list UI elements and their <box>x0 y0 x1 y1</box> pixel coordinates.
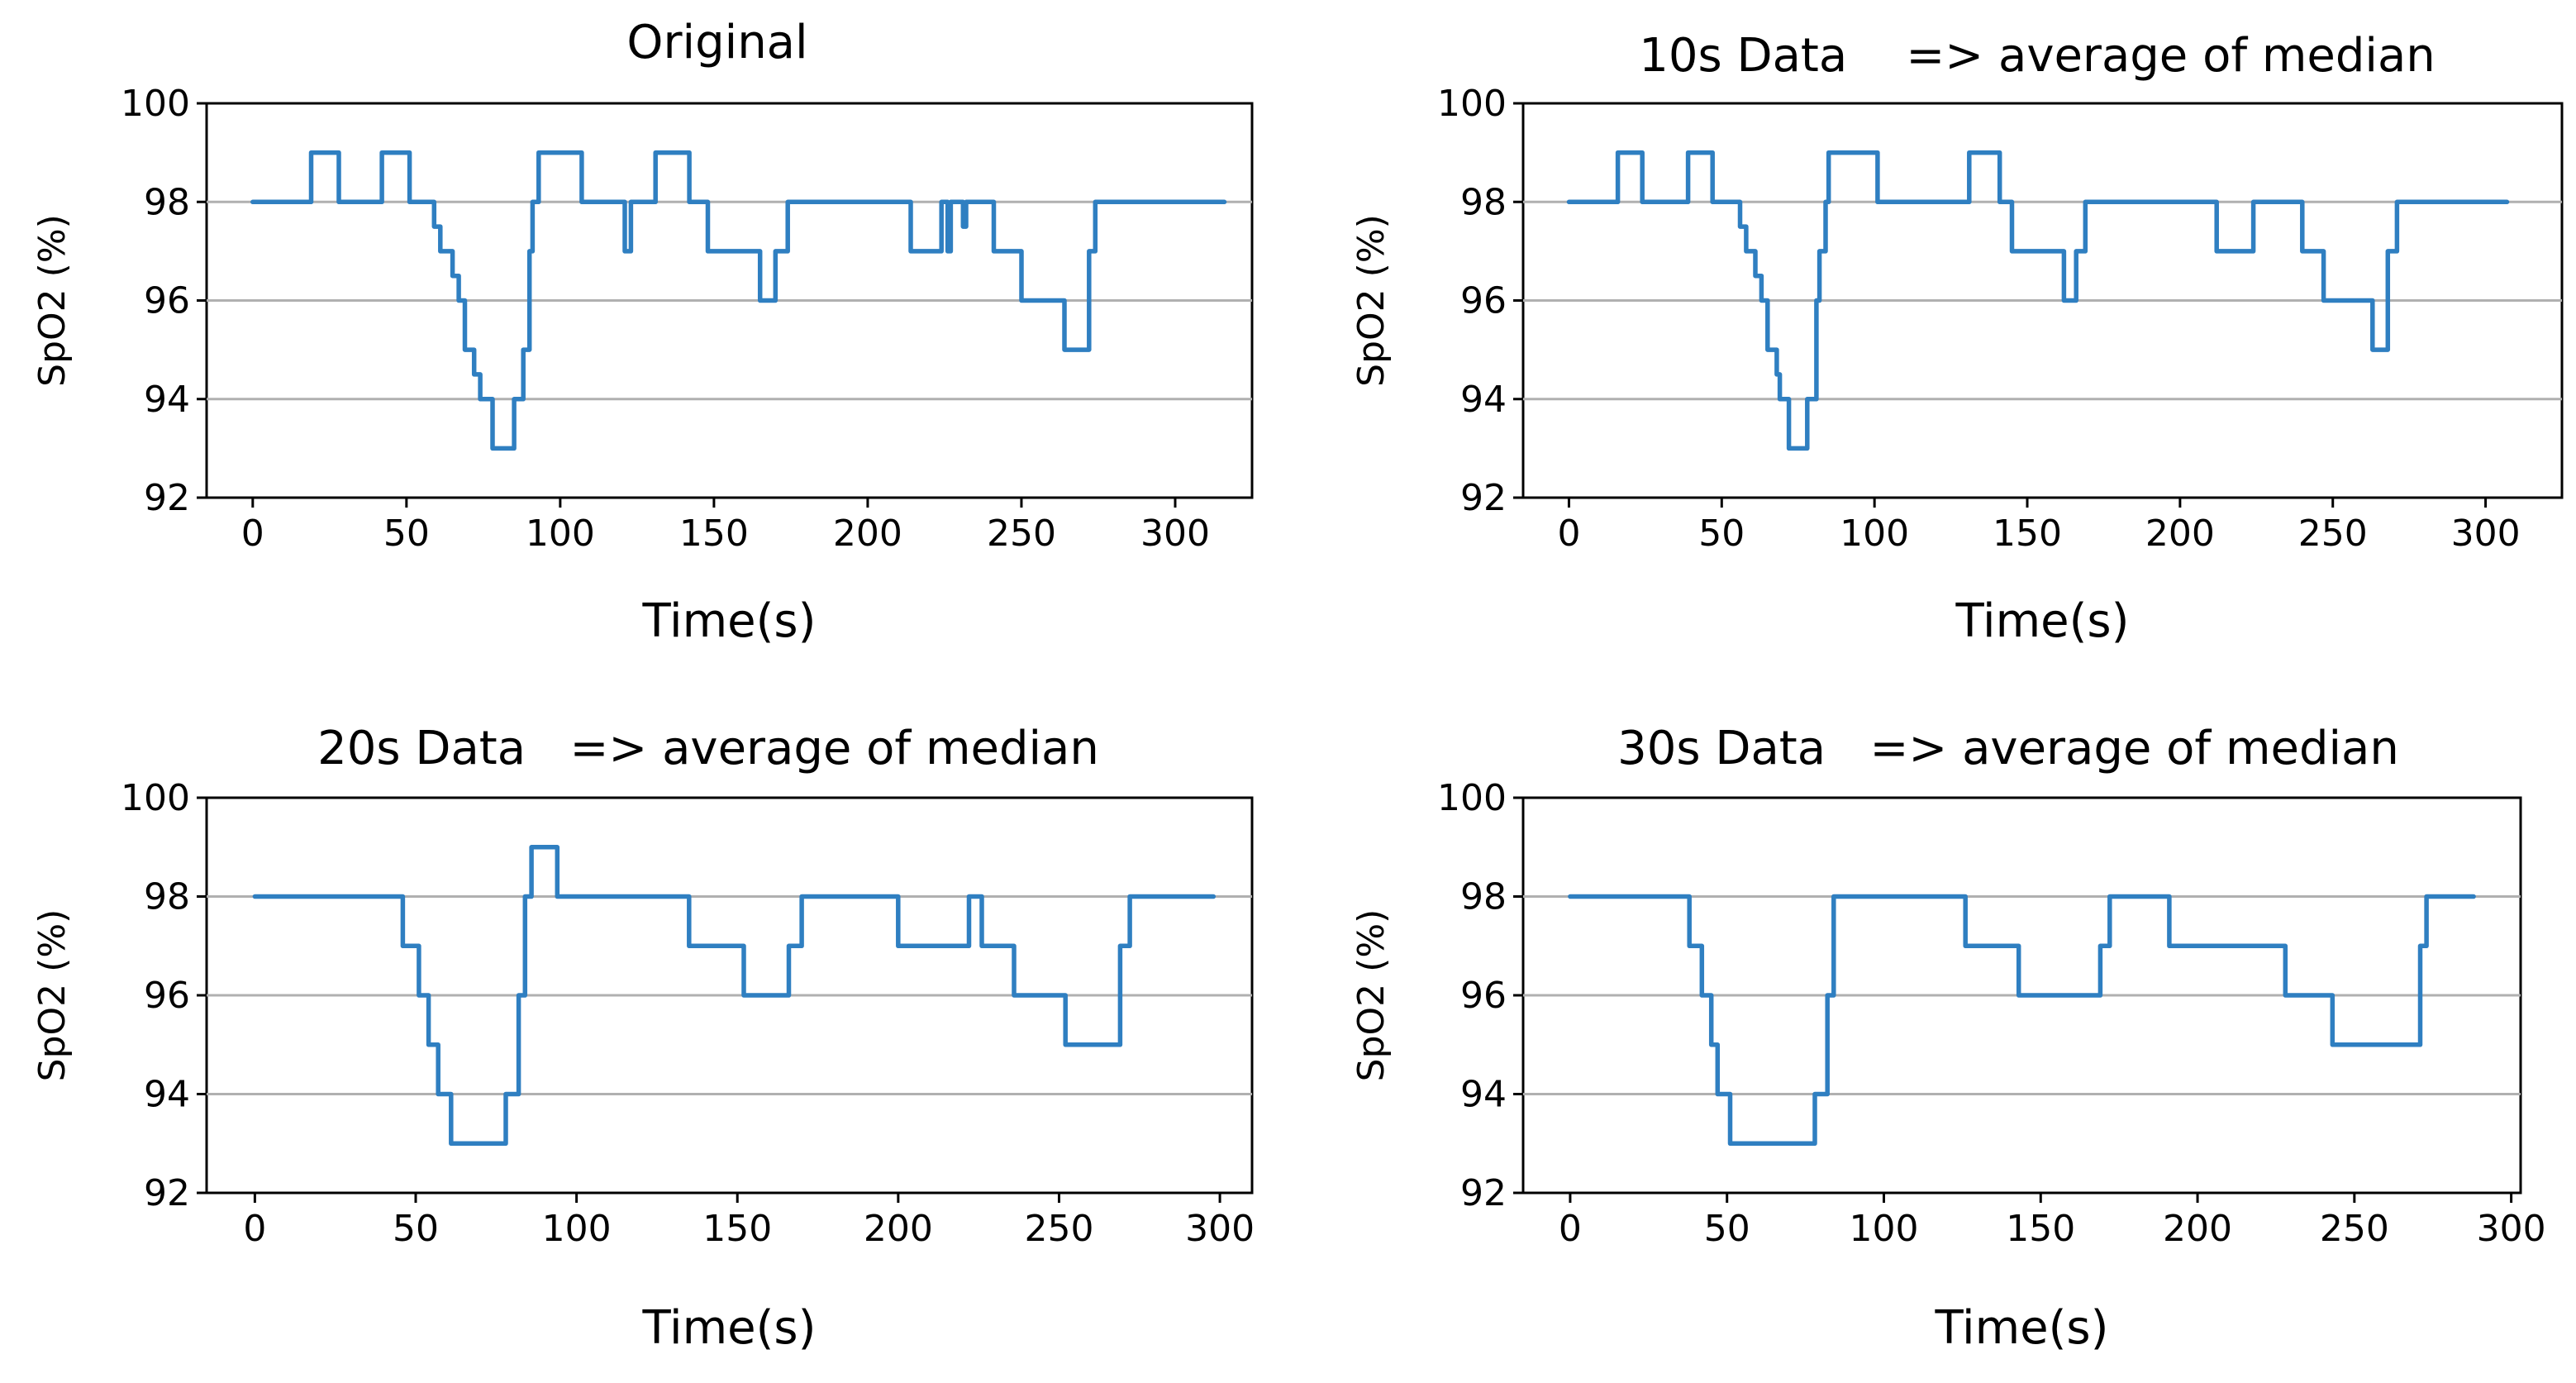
y-tick-label: 96 <box>1460 975 1507 1017</box>
x-tick-label: 150 <box>1993 513 2062 555</box>
panel-20s-data: 0 50 100 150 200 250 300 92 94 96 98 100 20s Data =… <box>31 722 1255 1355</box>
y-tick-label: 100 <box>121 83 190 125</box>
x-tick-label: 300 <box>1185 1208 1255 1250</box>
y-tick-label: 100 <box>1437 83 1507 125</box>
y-axis-label: SpO2 (%) <box>1350 909 1393 1082</box>
spo2-series-line <box>250 150 1227 451</box>
x-tick-label: 150 <box>679 513 749 555</box>
y-tick-label: 96 <box>144 280 190 322</box>
x-tick-label: 200 <box>864 1208 933 1250</box>
x-tick-label: 300 <box>2477 1208 2546 1250</box>
y-tick-label: 94 <box>144 1074 190 1116</box>
axis-ticks: 0 50 100 150 200 250 300 92 94 96 98 100 <box>1437 83 2521 555</box>
axis-ticks: 0 50 100 150 200 250 300 92 94 96 98 100 <box>121 83 1210 555</box>
panel-10s-data: 0 50 100 150 200 250 300 92 94 96 98 100 10s Data =… <box>1350 29 2564 648</box>
y-tick-label: 96 <box>144 975 190 1017</box>
y-tick-label: 94 <box>1460 1074 1507 1116</box>
y-axis-label: SpO2 (%) <box>1350 214 1393 387</box>
axis-ticks: 0 50 100 150 200 250 300 92 94 96 98 100 <box>121 777 1255 1250</box>
x-tick-label: 50 <box>393 1208 439 1250</box>
x-tick-label: 250 <box>2320 1208 2389 1250</box>
x-tick-label: 50 <box>1704 1208 1750 1250</box>
chart-title: 30s Data => average of median <box>1617 722 2399 775</box>
y-tick-label: 92 <box>1460 477 1507 519</box>
x-tick-label: 100 <box>1850 1208 1919 1250</box>
spo2-series-line <box>1566 150 2510 451</box>
x-axis-label: Time(s) <box>642 1301 817 1355</box>
x-axis-label: Time(s) <box>642 594 817 648</box>
x-tick-label: 0 <box>243 1208 266 1250</box>
y-axis-label: SpO2 (%) <box>31 909 74 1082</box>
x-tick-label: 300 <box>2451 513 2521 555</box>
chart-title: Original <box>626 16 807 69</box>
y-tick-label: 100 <box>1437 777 1507 819</box>
y-tick-label: 92 <box>144 1172 190 1214</box>
x-tick-label: 100 <box>526 513 595 555</box>
y-tick-label: 98 <box>144 876 190 918</box>
x-tick-label: 200 <box>2163 1208 2232 1250</box>
y-tick-label: 94 <box>1460 379 1507 421</box>
y-axis-label: SpO2 (%) <box>31 214 74 387</box>
x-tick-label: 0 <box>241 513 264 555</box>
x-tick-label: 250 <box>2298 513 2368 555</box>
x-tick-label: 100 <box>1840 513 1909 555</box>
x-tick-label: 0 <box>1559 1208 1582 1250</box>
y-tick-label: 98 <box>1460 181 1507 223</box>
y-tick-label: 96 <box>1460 280 1507 322</box>
x-tick-label: 300 <box>1140 513 1210 555</box>
spo2-series-line <box>1568 894 2476 1147</box>
y-tick-label: 92 <box>144 477 190 519</box>
y-tick-label: 98 <box>1460 876 1507 918</box>
panel-original: 0 50 100 150 200 250 300 92 94 96 98 100 Original T… <box>31 16 1254 648</box>
x-tick-label: 50 <box>1698 513 1745 555</box>
x-tick-label: 150 <box>702 1208 772 1250</box>
x-axis-label: Time(s) <box>1955 594 2130 648</box>
x-tick-label: 100 <box>542 1208 612 1250</box>
y-tick-label: 98 <box>144 181 190 223</box>
x-axis-label: Time(s) <box>1935 1301 2109 1355</box>
x-tick-label: 200 <box>833 513 902 555</box>
panel-30s-data: 0 50 100 150 200 250 300 92 94 96 98 100 30s Data =… <box>1350 722 2546 1355</box>
chart-title: 10s Data => average of median <box>1639 29 2436 83</box>
x-tick-label: 200 <box>2145 513 2215 555</box>
spo2-series-line <box>252 845 1217 1147</box>
chart-title: 20s Data => average of median <box>317 722 1099 775</box>
grid-lines <box>1523 200 2562 401</box>
y-tick-label: 92 <box>1460 1172 1507 1214</box>
x-tick-label: 150 <box>2006 1208 2075 1250</box>
axis-ticks: 0 50 100 150 200 250 300 92 94 96 98 100 <box>1437 777 2546 1250</box>
x-tick-label: 250 <box>987 513 1056 555</box>
x-tick-label: 0 <box>1557 513 1580 555</box>
x-tick-label: 250 <box>1024 1208 1093 1250</box>
y-tick-label: 100 <box>121 777 190 819</box>
x-tick-label: 50 <box>383 513 430 555</box>
y-tick-label: 94 <box>144 379 190 421</box>
grid-lines <box>207 895 1252 1095</box>
